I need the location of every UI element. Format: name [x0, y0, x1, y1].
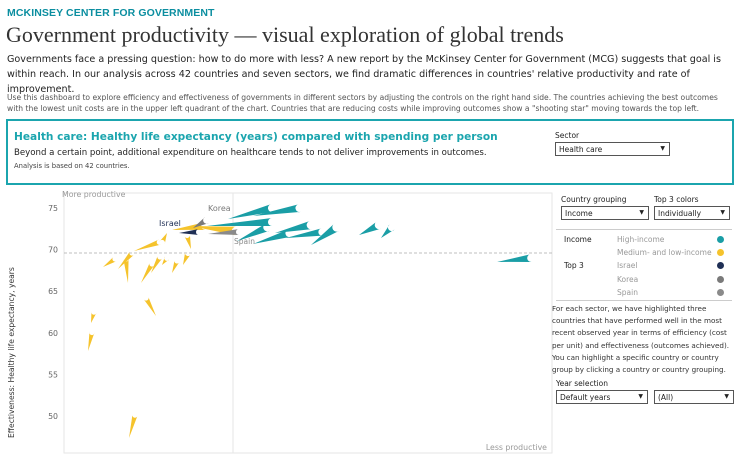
shooting-star-mark[interactable]	[183, 251, 191, 265]
page-title: Government productivity — visual explora…	[6, 22, 564, 47]
shooting-star-mark[interactable]	[286, 228, 323, 238]
legend-item-high-income[interactable]: High-income	[617, 235, 665, 244]
country-grouping-dropdown[interactable]: Income ▼	[561, 206, 649, 220]
shooting-star-mark[interactable]	[237, 223, 270, 241]
shooting-star-mark[interactable]	[208, 229, 240, 236]
shooting-star-mark[interactable]	[275, 220, 312, 233]
intro-paragraph: Governments face a pressing question: ho…	[7, 54, 721, 95]
legend-item-medium-low-income[interactable]: Medium- and low-income	[617, 248, 712, 257]
sector-highlight-box: Health care: Healthy life expectancy (ye…	[6, 119, 734, 185]
less-productive-annotation: Less productive	[486, 443, 547, 452]
legend-dot-spain	[717, 289, 724, 296]
highlight-note: Analysis is based on 42 countries.	[14, 162, 130, 170]
country-grouping-label: Country grouping	[561, 195, 627, 204]
legend-group-top3: Top 3	[564, 261, 584, 270]
legend-dot-medium-low-income	[717, 249, 724, 256]
top3-colors-dropdown[interactable]: Individually ▼	[654, 206, 730, 220]
shooting-star-mark[interactable]	[172, 260, 180, 273]
legend-dot-high-income	[717, 236, 724, 243]
info-text: For each sector, we have highlighted thr…	[552, 304, 730, 375]
shooting-star-mark[interactable]	[151, 255, 163, 273]
brand-label: MCKINSEY CENTER FOR GOVERNMENT	[7, 7, 215, 19]
y-tick-label: 70	[48, 246, 58, 255]
year-selection-value: Default years	[560, 393, 611, 402]
shooting-star-mark[interactable]	[228, 204, 273, 219]
y-tick-label: 75	[48, 204, 58, 213]
y-tick-label: 65	[48, 287, 58, 296]
legend-item-israel[interactable]: Israel	[617, 261, 638, 270]
shooting-star-mark[interactable]	[141, 262, 155, 283]
highlight-heading: Health care: Healthy life expectancy (ye…	[14, 131, 498, 143]
shooting-star-mark[interactable]	[253, 229, 292, 244]
legend-dot-korea	[717, 276, 724, 283]
y-axis-title: Effectiveness: Healthy life expectancy, …	[7, 267, 16, 438]
point-label-korea: Korea	[208, 204, 231, 213]
shooting-star-mark[interactable]	[359, 221, 381, 235]
legend-dot-israel	[717, 262, 724, 269]
shooting-star-mark[interactable]	[193, 216, 209, 228]
legend-group-income: Income	[564, 235, 592, 244]
legend-item-spain[interactable]: Spain	[617, 288, 638, 297]
dashboard-description: Use this dashboard to explore efficiency…	[7, 93, 718, 113]
chevron-down-icon: ▼	[660, 145, 665, 152]
shooting-star-mark[interactable]	[143, 296, 156, 316]
more-productive-annotation: More productive	[62, 190, 126, 199]
shooting-star-mark[interactable]	[253, 204, 301, 216]
point-label-spain: Spain	[234, 237, 255, 246]
country-grouping-value: Income	[565, 209, 593, 218]
shooting-star-mark[interactable]	[184, 234, 191, 249]
shooting-star-mark[interactable]	[207, 218, 273, 227]
point-label-israel: Israel	[159, 219, 181, 228]
chevron-down-icon: ▼	[639, 209, 644, 216]
shooting-star-mark[interactable]	[88, 331, 95, 352]
scatter-chart[interactable]: 75 70 65 60 55 50 More productive Less produc…	[0, 186, 556, 454]
shooting-star-mark[interactable]	[91, 311, 97, 323]
chevron-down-icon: ▼	[724, 393, 729, 400]
color-legend: Income High-income Medium- and low-incom…	[556, 229, 732, 301]
top3-colors-value: Individually	[658, 209, 702, 218]
shooting-star-mark[interactable]	[172, 222, 206, 230]
shooting-star-mark[interactable]	[118, 251, 134, 269]
plot-frame	[63, 192, 553, 454]
highlight-subheading: Beyond a certain point, additional expen…	[14, 148, 487, 158]
year-filter-dropdown[interactable]: (All) ▼	[654, 390, 734, 404]
top3-colors-label: Top 3 colors	[654, 195, 699, 204]
sector-dropdown-value: Health care	[559, 145, 603, 154]
shooting-star-mark[interactable]	[162, 256, 170, 266]
sector-label: Sector	[555, 131, 580, 140]
shooting-star-mark[interactable]	[381, 224, 395, 239]
shooting-star-mark[interactable]	[179, 229, 200, 236]
y-tick-label: 60	[48, 329, 58, 338]
shooting-star-mark[interactable]	[129, 414, 138, 438]
shooting-star-mark[interactable]	[497, 254, 532, 262]
year-selection-label: Year selection	[556, 379, 608, 388]
chevron-down-icon: ▼	[720, 209, 725, 216]
shooting-star-mark[interactable]	[134, 239, 161, 251]
year-selection-dropdown[interactable]: Default years ▼	[556, 390, 648, 404]
year-filter-value: (All)	[658, 393, 674, 402]
shooting-star-mark[interactable]	[311, 223, 340, 245]
shooting-star-mark[interactable]	[103, 256, 117, 267]
y-tick-label: 50	[48, 412, 58, 421]
chevron-down-icon: ▼	[638, 393, 643, 400]
shooting-star-mark[interactable]	[159, 233, 167, 245]
legend-item-korea[interactable]: Korea	[617, 275, 639, 284]
shooting-star-mark[interactable]	[123, 258, 129, 283]
y-tick-label: 55	[48, 370, 58, 379]
chart-area: 75 70 65 60 55 50 More productive Less produc…	[0, 186, 556, 454]
sector-dropdown[interactable]: Health care ▼	[555, 142, 670, 156]
